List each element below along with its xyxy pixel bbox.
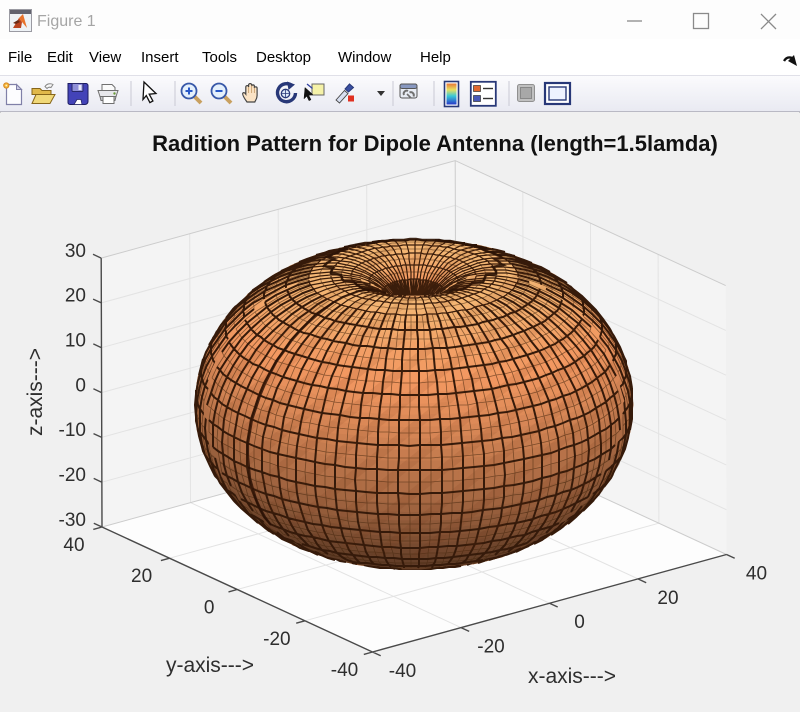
svg-text:-30: -30 [59, 510, 86, 531]
svg-text:Radition Pattern for Dipole An: Radition Pattern for Dipole Antenna (len… [152, 131, 718, 156]
svg-text:30: 30 [65, 241, 86, 262]
svg-text:-20: -20 [477, 637, 504, 658]
svg-text:0: 0 [75, 375, 86, 396]
svg-text:x-axis--->: x-axis---> [528, 665, 616, 688]
svg-text:z-axis--->: z-axis---> [24, 348, 47, 436]
svg-text:-20: -20 [263, 629, 290, 650]
svg-text:y-axis--->: y-axis---> [166, 654, 254, 677]
svg-text:20: 20 [65, 286, 86, 307]
svg-text:20: 20 [131, 566, 152, 587]
svg-text:40: 40 [746, 564, 767, 585]
svg-text:10: 10 [65, 331, 86, 352]
svg-text:-40: -40 [331, 660, 358, 681]
svg-text:0: 0 [574, 612, 585, 633]
svg-text:-40: -40 [389, 661, 416, 682]
svg-text:-10: -10 [59, 420, 86, 441]
svg-text:20: 20 [657, 588, 678, 609]
svg-text:-20: -20 [59, 465, 86, 486]
svg-text:0: 0 [204, 598, 215, 619]
svg-text:40: 40 [63, 535, 84, 556]
